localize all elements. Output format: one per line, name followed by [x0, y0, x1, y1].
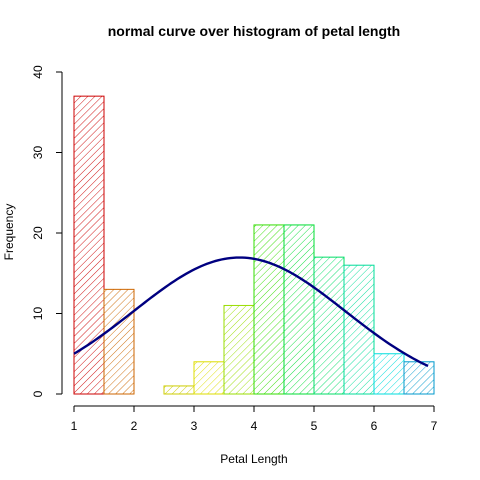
- histogram-bar: [223, 304, 255, 395]
- histogram-bar: [313, 256, 345, 395]
- histogram-bar: [403, 361, 435, 395]
- y-tick-label: 0: [31, 390, 45, 397]
- x-tick-label: 3: [191, 419, 198, 433]
- histogram-bar: [373, 353, 405, 395]
- x-tick-label: 4: [251, 419, 258, 433]
- histogram-bar: [193, 361, 225, 395]
- y-tick-label: 30: [31, 146, 45, 160]
- histogram-bar: [103, 288, 135, 395]
- y-axis: 0 10 20 30 40: [31, 65, 63, 397]
- histogram-bar: [253, 224, 285, 395]
- x-tick-label: 5: [311, 419, 318, 433]
- chart-title: normal curve over histogram of petal len…: [108, 23, 401, 39]
- histogram-bar: [163, 385, 195, 395]
- normal-curve-layer: [73, 256, 429, 368]
- y-tick-label: 40: [31, 65, 45, 79]
- y-tick-label: 10: [31, 307, 45, 321]
- x-tick-label: 1: [71, 419, 78, 433]
- x-tick-label: 2: [131, 419, 138, 433]
- x-axis: 1 2 3 4 5 6 7: [71, 405, 438, 433]
- histogram-bar: [73, 95, 105, 395]
- histogram-bar: [283, 224, 315, 395]
- normal-curve-line: [73, 256, 429, 368]
- y-axis-label: Frequency: [2, 204, 16, 261]
- y-tick-label: 20: [31, 226, 45, 240]
- x-axis-label: Petal Length: [220, 452, 287, 466]
- x-tick-label: 7: [431, 419, 438, 433]
- histogram-bars: [73, 95, 435, 395]
- x-tick-label: 6: [371, 419, 378, 433]
